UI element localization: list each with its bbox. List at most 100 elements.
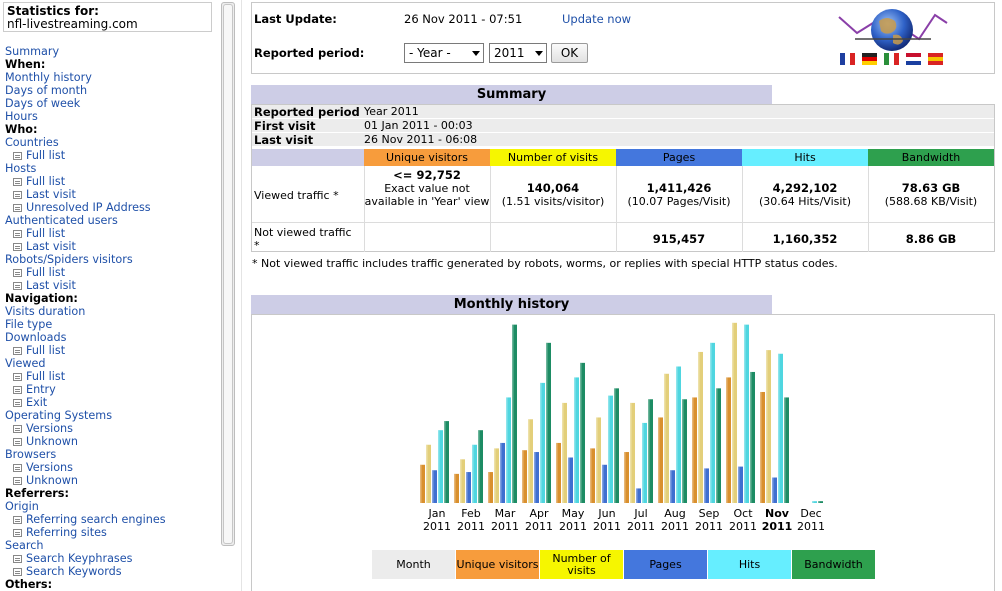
bar-unique-visitors-jun — [590, 448, 595, 503]
nav-item-monthly-history[interactable]: Monthly history — [5, 71, 220, 84]
nav-item-downloads[interactable]: Downloads — [5, 331, 220, 344]
visits-per-visitor: (1.51 visits/visitor) — [501, 195, 605, 208]
nav-item-robots-spiders-visitors[interactable]: Robots/Spiders visitors — [5, 253, 220, 266]
month-name: Mar — [494, 507, 516, 520]
flag-de-icon[interactable] — [862, 53, 877, 65]
nav-item-origin[interactable]: Origin — [5, 500, 220, 513]
nav-item-last-visit[interactable]: Last visit — [5, 188, 220, 201]
nav-item-versions[interactable]: Versions — [5, 461, 220, 474]
nav-label: Visits duration — [5, 305, 86, 318]
nav-label: Operating Systems — [5, 409, 113, 422]
nav-item-entry[interactable]: Entry — [5, 383, 220, 396]
bar-highlight — [494, 448, 496, 503]
list-icon — [13, 477, 22, 485]
nav-item-versions[interactable]: Versions — [5, 422, 220, 435]
month-year: 2011 — [593, 520, 621, 533]
not-viewed-traffic-label: Not viewed traffic * — [254, 226, 352, 252]
nav-item-viewed[interactable]: Viewed — [5, 357, 220, 370]
bar-highlight — [420, 464, 422, 503]
month-name: Sep — [698, 507, 720, 520]
nav-item-full-list[interactable]: Full list — [5, 266, 220, 279]
last-visit-row: Last visit 26 Nov 2011 - 06:08 — [252, 133, 994, 147]
nav-item-unknown[interactable]: Unknown — [5, 435, 220, 448]
nav-label: Last visit — [26, 279, 76, 292]
nav-label: Search Keyphrases — [26, 552, 133, 565]
last-update-label: Last Update: — [254, 12, 337, 26]
year-select[interactable]: 2011 — [489, 43, 547, 63]
nav-item-file-type[interactable]: File type — [5, 318, 220, 331]
nav-item-search[interactable]: Search — [5, 539, 220, 552]
nav-label: File type — [5, 318, 53, 331]
col-pages: Pages — [616, 149, 742, 166]
bar-highlight — [636, 488, 638, 503]
list-icon — [13, 386, 22, 394]
flag-fr-icon[interactable] — [840, 53, 855, 65]
bar-bandwidth-sep — [716, 388, 721, 503]
nav-item-hours[interactable]: Hours — [5, 110, 220, 123]
nav-item-search-keyphrases[interactable]: Search Keyphrases — [5, 552, 220, 565]
month-year: 2011 — [525, 520, 553, 533]
nav-item-full-list[interactable]: Full list — [5, 175, 220, 188]
sidebar-scrollbar[interactable] — [221, 2, 235, 546]
nav-item-browsers[interactable]: Browsers — [5, 448, 220, 461]
flag-nl-icon[interactable] — [906, 53, 921, 65]
bar-highlight — [760, 391, 762, 503]
unique-visitors-number: <= 92,752 — [393, 168, 461, 182]
nav-item-authenticated-users[interactable]: Authenticated users — [5, 214, 220, 227]
nav-item-last-visit[interactable]: Last visit — [5, 240, 220, 253]
bar-number-of-visits-may — [562, 402, 567, 503]
bar-highlight — [614, 388, 616, 503]
nav-label: When: — [5, 58, 46, 71]
first-visit-key: First visit — [254, 119, 316, 133]
nav-item-days-of-month[interactable]: Days of month — [5, 84, 220, 97]
not-viewed-pages-number: 915,457 — [652, 232, 706, 246]
nav-item-full-list[interactable]: Full list — [5, 227, 220, 240]
nav-item-full-list[interactable]: Full list — [5, 344, 220, 357]
bar-highlight — [778, 353, 780, 503]
bar-unique-visitors-feb — [454, 473, 459, 503]
nav-item-countries[interactable]: Countries — [5, 136, 220, 149]
bar-hits-may — [574, 377, 579, 503]
nav-item-days-of-week[interactable]: Days of week — [5, 97, 220, 110]
bar-highlight — [522, 450, 524, 503]
bar-highlight — [608, 395, 610, 503]
nav-item-full-list[interactable]: Full list — [5, 149, 220, 162]
nav-label: Who: — [5, 123, 38, 136]
last-visit-key: Last visit — [254, 133, 314, 147]
nav-item-unknown[interactable]: Unknown — [5, 474, 220, 487]
nav-item-operating-systems[interactable]: Operating Systems — [5, 409, 220, 422]
not-viewed-bandwidth: 8.86 GB — [868, 233, 994, 246]
ok-button[interactable]: OK — [551, 43, 588, 63]
nav-item-hosts[interactable]: Hosts — [5, 162, 220, 175]
reported-period-row: Reported period Year 2011 — [252, 105, 994, 119]
nav-item-summary[interactable]: Summary — [5, 45, 220, 58]
nav-item-exit[interactable]: Exit — [5, 396, 220, 409]
bar-unique-visitors-apr — [522, 450, 527, 503]
flag-it-icon[interactable] — [884, 53, 899, 65]
bar-number-of-visits-jun — [596, 417, 601, 503]
bar-highlight — [534, 452, 536, 503]
nav-item-last-visit[interactable]: Last visit — [5, 279, 220, 292]
scrollbar-thumb[interactable] — [223, 4, 233, 544]
chevron-down-icon — [535, 51, 543, 56]
frame-divider — [241, 0, 242, 591]
monthly-history-panel: Jan 2011 Feb 2011 Mar 2011 Apr 2011 May 2011 Jun 20… — [251, 314, 995, 591]
flag-es-icon[interactable] — [928, 53, 943, 65]
nav-item-referring-sites[interactable]: Referring sites — [5, 526, 220, 539]
bar-unique-visitors-sep — [692, 397, 697, 503]
bar-number-of-visits-feb — [460, 459, 465, 503]
nav-section-who: Who: — [5, 123, 220, 136]
bandwidth-number: 78.63 GB — [901, 181, 961, 195]
nav-item-full-list[interactable]: Full list — [5, 370, 220, 383]
nav-label: Summary — [5, 45, 60, 58]
nav-item-unresolved-ip-address[interactable]: Unresolved IP Address — [5, 201, 220, 214]
month-select[interactable]: - Year - — [404, 43, 484, 63]
bar-unique-visitors-may — [556, 442, 561, 503]
nav-item-visits-duration[interactable]: Visits duration — [5, 305, 220, 318]
nav-item-search-keywords[interactable]: Search Keywords — [5, 565, 220, 578]
bar-pages-apr — [534, 452, 539, 503]
nav-item-referring-search-engines[interactable]: Referring search engines — [5, 513, 220, 526]
update-now-link[interactable]: Update now — [562, 12, 632, 26]
unique-visitors-value: <= 92,752 Exact value not available in '… — [364, 168, 490, 209]
bar-bandwidth-may — [580, 362, 585, 503]
